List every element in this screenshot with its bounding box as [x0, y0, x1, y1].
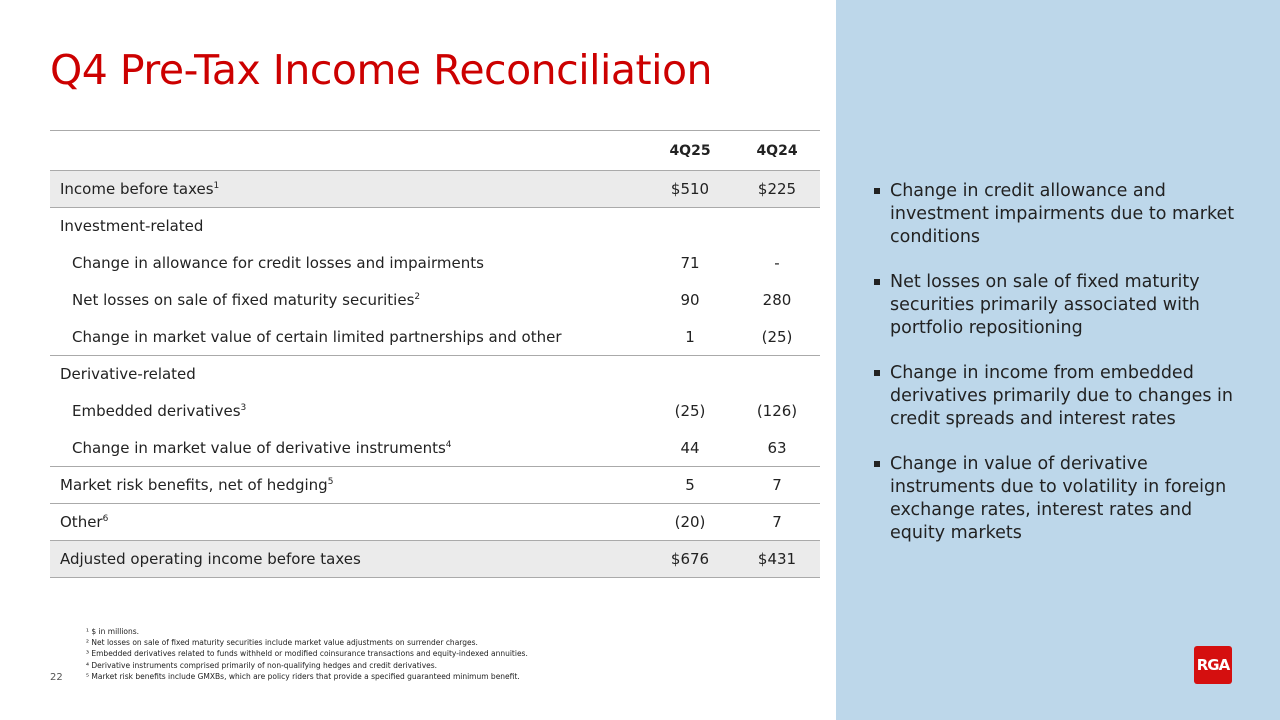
value-4q24: 7: [734, 466, 820, 504]
value-4q25: 71: [680, 254, 700, 272]
footnotes: ¹ $ in millions. ² Net losses on sale of…: [86, 626, 528, 682]
row-label: Derivative-related: [60, 365, 196, 384]
rga-logo: RGA: [1194, 646, 1232, 684]
page-title: Q4 Pre-Tax Income Reconciliation: [50, 46, 713, 94]
value-4q24: 280: [762, 291, 792, 309]
table-row: Net losses on sale of fixed maturity sec…: [50, 282, 820, 319]
value-4q25: $510: [646, 170, 734, 208]
value-4q25: 5: [646, 466, 734, 504]
footnote-ref: 3: [240, 403, 247, 413]
bullet: Change in credit allowance and investmen…: [872, 180, 1242, 249]
table-header: 4Q25 4Q24: [50, 130, 820, 171]
column-4q25: 4Q25: [646, 130, 734, 171]
table-row: Adjusted operating income before taxes $6…: [50, 540, 820, 578]
row-label: Other6: [50, 503, 646, 541]
footnote-ref: 6: [102, 514, 109, 524]
value-4q25: [646, 208, 734, 245]
bullet: Net losses on sale of fixed maturity sec…: [872, 271, 1242, 340]
value-4q24: [734, 356, 820, 393]
table-row: Market risk benefits, net of hedging5 5 7: [50, 466, 820, 504]
value-4q24: $225: [734, 170, 820, 208]
footnote: ¹ $ in millions.: [86, 627, 140, 636]
row-label: Net losses on sale of fixed maturity sec…: [72, 291, 421, 309]
footnote: ³ Embedded derivatives related to funds …: [86, 649, 528, 659]
table-row: Change in market value of certain limite…: [50, 318, 820, 356]
table-row: Investment-related: [50, 208, 820, 245]
value-4q25: (20): [646, 503, 734, 541]
footnote: ⁵ Market risk benefits include GMXBs, wh…: [86, 671, 520, 681]
value-4q24: $431: [734, 540, 820, 578]
footnote: ⁴ Derivative instruments comprised prima…: [86, 660, 438, 670]
row-label: Adjusted operating income before taxes: [50, 540, 646, 578]
table-row: Change in allowance for credit losses an…: [50, 245, 820, 282]
table-row: Embedded derivatives3 (25) (126): [50, 393, 820, 430]
value-4q24: -: [774, 254, 780, 272]
page-number: 22: [50, 672, 63, 683]
footnote-ref: 2: [414, 292, 421, 302]
value-4q25: 1: [646, 318, 734, 356]
value-4q24: [734, 208, 820, 245]
commentary-list: Change in credit allowance and investmen…: [872, 180, 1242, 567]
bullet: Change in value of derivative instrument…: [872, 453, 1242, 545]
column-4q24: 4Q24: [734, 130, 820, 171]
row-label: Change in allowance for credit losses an…: [72, 254, 484, 272]
table-row: Other6 (20) 7: [50, 503, 820, 541]
value-4q25: $676: [646, 540, 734, 578]
value-4q24: 63: [734, 429, 820, 467]
value-4q25: (25): [674, 402, 706, 420]
bullet: Change in income from embedded derivativ…: [872, 362, 1242, 431]
row-label: Market risk benefits, net of hedging5: [50, 466, 646, 504]
row-label: Embedded derivatives3: [72, 402, 247, 420]
footnote-ref: 5: [327, 477, 334, 487]
footnote-ref: 1: [213, 181, 220, 191]
table-row: Change in market value of derivative ins…: [50, 429, 820, 467]
row-label: Investment-related: [60, 217, 204, 236]
row-label: Change in market value of derivative ins…: [50, 429, 646, 467]
value-4q24: (25): [734, 318, 820, 356]
value-4q25: 90: [680, 291, 700, 309]
value-4q24: 7: [734, 503, 820, 541]
side-panel: [836, 0, 1280, 720]
reconciliation-table: 4Q25 4Q24 Income before taxes1 $510 $225 In…: [50, 130, 820, 578]
row-label: Change in market value of certain limite…: [50, 318, 646, 356]
footnote-ref: 4: [445, 439, 452, 450]
value-4q25: 44: [646, 429, 734, 467]
value-4q24: (126): [756, 402, 798, 420]
table-row: Derivative-related: [50, 356, 820, 393]
row-label: Income before taxes1: [50, 170, 646, 208]
footnote: ² Net losses on sale of fixed maturity s…: [86, 638, 478, 648]
value-4q25: [646, 356, 734, 393]
table-row: Income before taxes1 $510 $225: [50, 170, 820, 208]
